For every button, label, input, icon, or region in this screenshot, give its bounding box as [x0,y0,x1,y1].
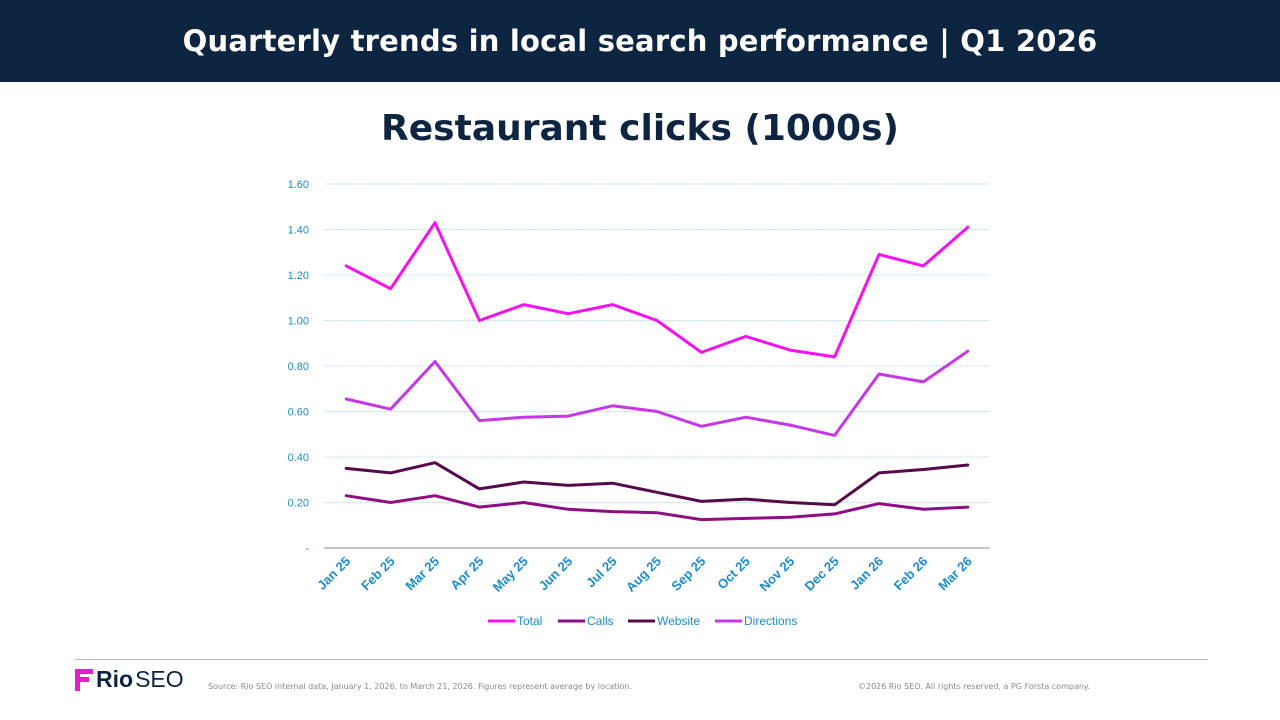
x-tick-label: Feb 26 [891,554,931,594]
copyright-note: ©2026 Rio SEO. All rights reserved, a PG… [858,682,1091,691]
legend-label-total: Total [517,614,542,628]
logo-text-seo: SEO [135,666,184,692]
legend-label-calls: Calls [587,614,614,628]
y-tick-label: 0.20 [288,498,309,510]
x-tick-label: Sep 25 [668,554,708,594]
y-tick-label: 0.60 [288,407,309,419]
x-tick-label: Feb 25 [358,554,398,594]
series-line-website [344,461,970,507]
series-line-calls [344,494,970,522]
x-tick-label: Mar 26 [935,554,975,594]
x-tick-label: Jul 25 [583,554,620,591]
logo-text-rio: Rio [96,666,134,692]
logo-mark-icon [75,668,93,691]
y-tick-label: 1.20 [288,270,309,282]
legend-label-website: Website [657,614,700,628]
x-tick-label: Jan 26 [847,554,886,593]
x-tick-label: Oct 25 [714,554,753,593]
page-title: Quarterly trends in local search perform… [182,24,1098,58]
x-tick-label: Nov 25 [757,554,798,595]
x-tick-label: May 25 [490,554,531,595]
source-note: Source: Rio SEO internal data, January 1… [208,682,633,691]
x-tick-label: Jun 25 [536,554,576,594]
x-tick-label: Apr 25 [447,554,486,593]
y-tick-label: 0.80 [288,361,309,373]
y-tick-label: 1.40 [288,225,309,237]
rio-seo-logo: Rio SEO [75,666,184,693]
y-tick-label: - [305,543,309,555]
x-tick-label: Jan 25 [314,554,353,593]
series-line-directions [344,349,970,437]
footer-divider [75,659,1208,660]
x-tick-label: Dec 25 [801,554,841,594]
y-tick-label: 0.40 [288,452,309,464]
series-line-total [344,221,970,359]
header-bar: Quarterly trends in local search perform… [0,0,1280,82]
x-tick-label: Aug 25 [623,554,664,595]
y-tick-label: 1.00 [288,316,309,328]
y-tick-label: 1.60 [288,179,309,191]
chart-title: Restaurant clicks (1000s) [381,108,899,149]
legend-label-directions: Directions [744,614,797,628]
x-tick-label: Mar 25 [402,554,442,594]
